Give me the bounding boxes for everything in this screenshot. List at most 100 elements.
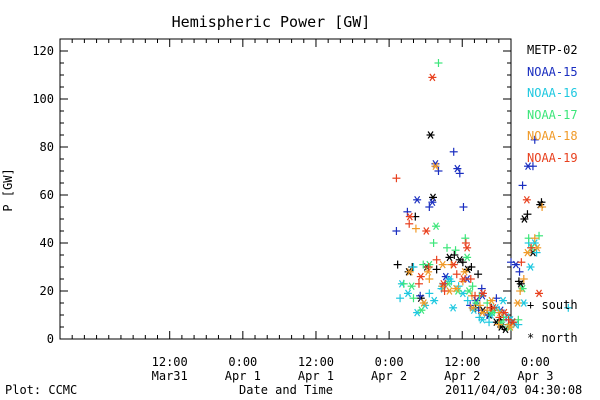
north-point-noaa-19 <box>508 318 517 327</box>
south-point-noaa-19 <box>527 243 536 252</box>
north-point-noaa-18 <box>419 299 428 307</box>
south-point-noaa-15 <box>434 167 443 175</box>
north-point-noaa-18 <box>523 248 532 257</box>
north-point-noaa-18 <box>405 267 414 276</box>
north-point-noaa-19 <box>489 303 498 312</box>
plot-frame <box>59 38 512 340</box>
south-point-noaa-17 <box>535 231 544 240</box>
north-point-noaa-18 <box>478 308 487 317</box>
north-point-noaa-17 <box>464 287 473 295</box>
x-tick-label: Apr 3 <box>517 369 553 383</box>
north-point-noaa-18 <box>468 303 477 312</box>
x-tick-label: Apr 2 <box>444 369 480 383</box>
legend-entry: NOAA-16 <box>527 86 578 100</box>
north-point-noaa-16 <box>430 296 439 305</box>
north-point-metp-02 <box>426 131 435 139</box>
south-point-noaa-19 <box>471 291 480 300</box>
timestamp: 2011/04/03 04:30:08 <box>445 383 583 397</box>
south-point-noaa-17 <box>468 282 477 291</box>
south-point-noaa-17 <box>429 239 438 247</box>
south-point-noaa-18 <box>425 275 434 283</box>
north-point-noaa-19 <box>416 272 425 281</box>
north-point-noaa-16 <box>499 296 508 305</box>
legend-entry: NOAA-19 <box>527 150 578 165</box>
south-point-noaa-18 <box>411 224 420 233</box>
north-point-noaa-18 <box>460 267 469 276</box>
south-point-noaa-19 <box>392 174 401 183</box>
south-point-noaa-16 <box>485 318 494 327</box>
south-point-noaa-15 <box>403 207 412 216</box>
south-point-noaa-15 <box>518 181 527 190</box>
north-point-noaa-15 <box>524 162 533 171</box>
north-point-noaa-19 <box>405 212 414 221</box>
south-point-noaa-15 <box>530 135 539 144</box>
south-point-noaa-16 <box>409 263 418 271</box>
north-point-noaa-16 <box>445 275 454 283</box>
south-point-metp-02 <box>523 210 532 219</box>
x-tick-label: 12:00 <box>444 355 480 369</box>
north-point-noaa-16 <box>478 315 487 324</box>
x-tick-label: 0:00 <box>521 355 550 369</box>
north-point-metp-02 <box>516 279 525 288</box>
north-point-noaa-18 <box>487 296 496 305</box>
plot-credit: Plot: CCMC <box>5 383 78 397</box>
south-point-noaa-16 <box>396 294 405 303</box>
north-point-noaa-15 <box>428 198 437 207</box>
y-tick-label: 120 <box>32 44 54 58</box>
north-point-noaa-19 <box>463 243 472 252</box>
south-point-noaa-15 <box>449 147 458 156</box>
south-point-noaa-19 <box>432 255 441 264</box>
north-point-noaa-19 <box>459 275 468 283</box>
legend-entry: METP-02 <box>527 43 578 57</box>
x-tick-label: Apr 1 <box>298 369 334 383</box>
y-tick-label: 100 <box>32 92 54 106</box>
y-axis: 0 20 40 60 80 100 120 <box>32 38 511 346</box>
south-point-noaa-19 <box>495 313 504 322</box>
y-tick-label: 60 <box>40 188 54 202</box>
north-point-noaa-19 <box>439 279 448 288</box>
south-point-noaa-15 <box>455 169 464 178</box>
north-point-noaa-18 <box>513 299 522 307</box>
north-point-noaa-16 <box>526 263 535 271</box>
x-tick-label: Apr 2 <box>371 369 407 383</box>
legend-entry: NOAA-17 <box>527 107 578 122</box>
north-point-noaa-18 <box>431 162 440 171</box>
south-point-noaa-16 <box>532 248 541 257</box>
north-point-noaa-18 <box>452 284 461 293</box>
south-point-noaa-17 <box>451 246 460 255</box>
north-point-noaa-15 <box>413 195 422 204</box>
x-axis-label: Date and Time <box>239 383 333 397</box>
south-point-noaa-17 <box>434 59 443 67</box>
south-point-noaa-19 <box>517 258 526 267</box>
x-tick-label: 12:00 <box>298 355 334 369</box>
south-point-noaa-19 <box>452 270 461 279</box>
north-point-noaa-18 <box>438 260 447 269</box>
north-point-noaa-19 <box>535 289 544 298</box>
south-point-noaa-15 <box>416 291 425 300</box>
south-point-noaa-19 <box>466 275 475 283</box>
x-tick-label: Apr 1 <box>225 369 261 383</box>
data-markers <box>392 59 573 334</box>
south-point-noaa-16 <box>564 303 573 312</box>
south-point-noaa-18 <box>475 301 484 310</box>
y-tick-label: 80 <box>40 140 54 154</box>
south-point-noaa-18 <box>519 275 528 283</box>
south-point-noaa-18 <box>538 203 547 211</box>
south-point-noaa-17 <box>461 234 470 243</box>
x-tick-label: 0:00 <box>375 355 404 369</box>
north-point-metp-02 <box>445 253 454 262</box>
south-point-noaa-19 <box>440 287 449 295</box>
x-tick-label: Mar31 <box>152 369 188 383</box>
south-point-noaa-15 <box>425 203 434 211</box>
north-point-noaa-16 <box>404 289 413 298</box>
y-tick-label: 0 <box>47 332 54 346</box>
north-point-noaa-17 <box>407 282 416 291</box>
legend-entry: NOAA-18 <box>527 129 578 143</box>
north-point-noaa-18 <box>506 323 515 331</box>
north-point-noaa-17 <box>432 222 441 231</box>
x-tick-label: 12:00 <box>152 355 188 369</box>
north-point-metp-02 <box>520 215 529 223</box>
north-point-noaa-19 <box>522 195 531 204</box>
north-point-noaa-19 <box>422 227 431 235</box>
